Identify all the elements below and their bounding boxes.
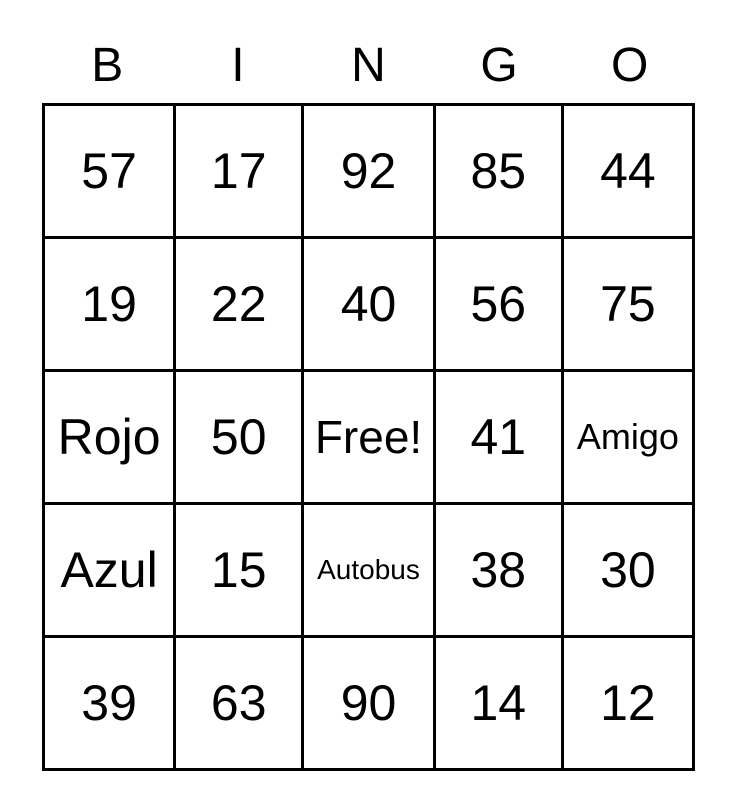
grid-row-1: 57 17 92 85 44 (41, 103, 696, 239)
cell-r1c5[interactable]: 44 (560, 103, 696, 239)
cell-r4c3[interactable]: Autobus (301, 502, 436, 638)
grid-row-4: Azul 15 Autobus 38 30 (41, 502, 696, 638)
cell-r5c5[interactable]: 12 (560, 635, 696, 771)
header-letter-n: N (351, 39, 386, 92)
cell-r5c2[interactable]: 63 (173, 635, 305, 771)
cell-r1c3[interactable]: 92 (301, 103, 436, 239)
cell-r5c3[interactable]: 90 (301, 635, 436, 771)
cell-r3c4[interactable]: 41 (432, 369, 564, 505)
cell-r1c4[interactable]: 85 (432, 103, 564, 239)
cell-r5c1[interactable]: 39 (41, 635, 177, 771)
header-letter-i: I (231, 39, 245, 92)
bingo-card: B I N G O 57 17 92 85 44 19 22 40 56 75 … (41, 40, 696, 771)
header-letter-b: B (91, 39, 124, 92)
cell-r3c5[interactable]: Amigo (560, 369, 696, 505)
cell-r2c4[interactable]: 56 (432, 236, 564, 372)
grid-row-2: 19 22 40 56 75 (41, 236, 696, 372)
cell-r5c4[interactable]: 14 (432, 635, 564, 771)
cell-r3c3-free[interactable]: Free! (301, 369, 436, 505)
header-letter-o: O (611, 39, 649, 92)
cell-r2c1[interactable]: 19 (41, 236, 177, 372)
cell-r3c1[interactable]: Rojo (41, 369, 177, 505)
cell-r3c2[interactable]: 50 (173, 369, 305, 505)
cell-r4c2[interactable]: 15 (173, 502, 305, 638)
grid-row-3: Rojo 50 Free! 41 Amigo (41, 369, 696, 505)
cell-r2c5[interactable]: 75 (560, 236, 696, 372)
cell-r4c5[interactable]: 30 (560, 502, 696, 638)
bingo-grid: 57 17 92 85 44 19 22 40 56 75 Rojo 50 Fr… (41, 103, 696, 771)
cell-r1c2[interactable]: 17 (173, 103, 305, 239)
cell-r2c2[interactable]: 22 (173, 236, 305, 372)
cell-r4c4[interactable]: 38 (432, 502, 564, 638)
grid-row-5: 39 63 90 14 12 (41, 635, 696, 771)
cell-r1c1[interactable]: 57 (41, 103, 177, 239)
cell-r4c1[interactable]: Azul (41, 502, 177, 638)
bingo-header: B I N G O (42, 40, 695, 92)
header-letter-g: G (480, 39, 518, 92)
cell-r2c3[interactable]: 40 (301, 236, 436, 372)
